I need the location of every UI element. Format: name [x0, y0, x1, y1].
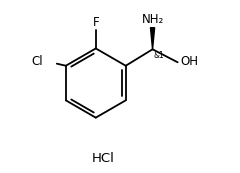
- Text: F: F: [92, 16, 99, 29]
- Text: &1: &1: [154, 51, 165, 60]
- Text: HCl: HCl: [91, 152, 114, 165]
- Polygon shape: [150, 28, 155, 49]
- Text: NH₂: NH₂: [141, 13, 164, 26]
- Text: OH: OH: [180, 55, 198, 68]
- Text: Cl: Cl: [32, 55, 43, 68]
